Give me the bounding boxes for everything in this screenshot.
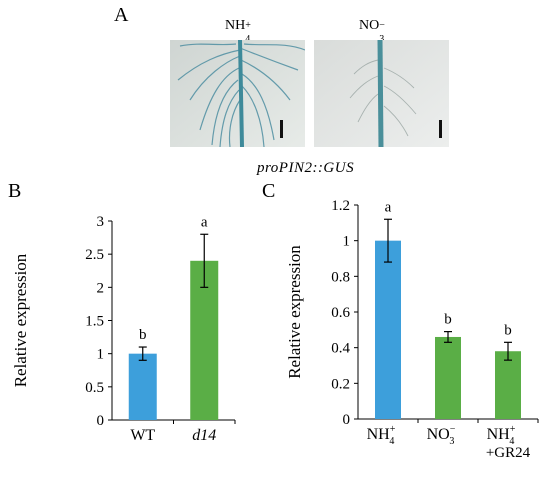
photo-label-nitrate: NO −3 [359,18,385,45]
x-tick-label: NO− 3 [427,424,456,447]
y-axis-label: Relative expression [11,253,30,387]
chart-b: 0 0.5 1 1.5 2 2.5 3 Relative expression b WT a d14 [11,214,236,444]
y-tick-label: 0.8 [331,269,350,285]
y-tick-label: 0.6 [331,305,350,321]
bar [128,353,157,420]
x-tick-label: NH+ 4 [367,424,396,447]
y-axis-label: Relative expression [285,245,304,379]
x-tick-label-line2: +GR24 [486,445,531,461]
chart-c: 0 0.2 0.4 0.6 0.8 1 1.2 Relative expression a NH+… [285,200,539,461]
bar [375,240,401,419]
y-tick-label: 1.2 [331,200,350,214]
panel-c-label: C [262,180,276,202]
y-tick-label: 0.5 [85,380,104,396]
x-tick-label: WT [130,427,155,444]
y-tick-label: 1.5 [85,314,104,330]
significance-letter: b [444,312,452,328]
panel-b-label: B [8,180,22,202]
significance-letter: b [504,322,512,338]
y-tick-label: 3 [97,214,105,230]
root-photo-ammonium [170,40,305,147]
panel-a-caption: proPIN2::GUS [257,160,355,176]
y-tick-label: 0.2 [331,376,350,392]
y-tick-label: 0.4 [331,341,350,357]
x-tick-label: d14 [192,427,216,444]
y-tick-label: 2 [97,280,105,296]
y-tick-label: 1 [97,347,105,363]
y-tick-label: 0 [97,413,105,429]
significance-letter: a [201,214,208,230]
significance-letter: b [139,327,147,343]
bar [495,351,521,419]
x-tick-label: NH+ 4 [487,424,516,447]
y-tick-label: 2.5 [85,247,104,263]
y-tick-label: 0 [343,412,351,428]
bar [435,336,461,419]
y-tick-label: 1 [343,234,351,250]
photo-label-ammonium: NH +4 [225,18,251,45]
panel-a-label: A [114,4,129,26]
significance-letter: a [385,200,392,215]
root-photo-nitrate [314,40,449,147]
